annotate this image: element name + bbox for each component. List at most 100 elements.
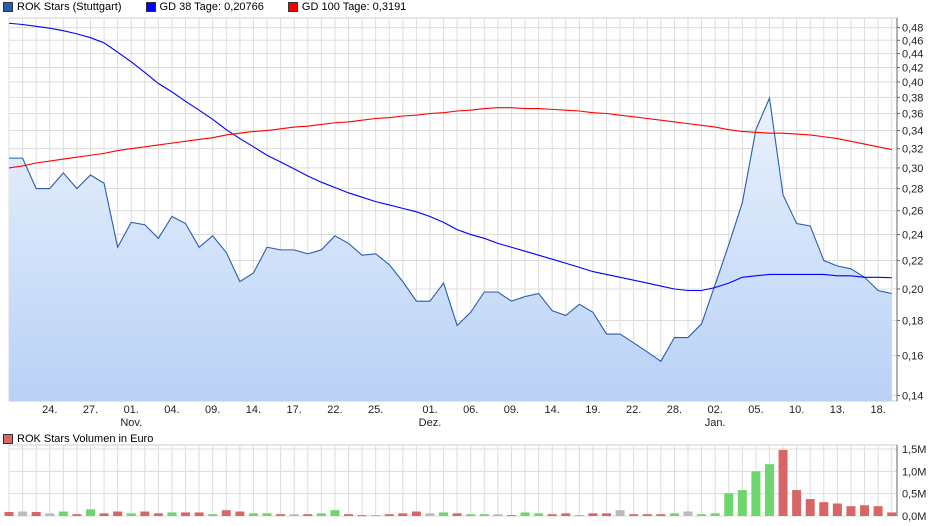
volume-bar — [58, 511, 68, 516]
volume-bar — [832, 503, 842, 516]
x-tick-label: 09. — [504, 404, 519, 416]
y-tick-label: 0,38 — [902, 92, 923, 104]
volume-bar — [221, 510, 231, 516]
volume-bar — [181, 512, 191, 516]
y-tick-label: 0,26 — [902, 206, 923, 218]
volume-bar — [642, 514, 652, 516]
y-tick-label: 0,16 — [902, 351, 923, 363]
x-tick-label: 27. — [83, 404, 98, 416]
volume-bar — [303, 514, 313, 516]
y-tick-label: 0,32 — [902, 144, 923, 156]
volume-bar — [72, 514, 82, 516]
volume-bar — [629, 514, 639, 516]
volume-bar — [792, 490, 802, 516]
x-tick-label: 06. — [463, 404, 478, 416]
y-tick-label: 0,28 — [902, 184, 923, 196]
volume-bar — [534, 513, 544, 516]
price-line — [9, 96, 892, 363]
y-tick-label: 0,14 — [902, 391, 923, 403]
legend-label-volume: ROK Stars Volumen in Euro — [17, 433, 154, 445]
volume-bar — [724, 493, 734, 516]
y-tick-label: 0,24 — [902, 230, 923, 242]
x-month-label: Jan. — [705, 417, 726, 429]
volume-bar — [85, 509, 95, 516]
volume-bar — [860, 505, 870, 516]
volume-bar — [710, 513, 720, 516]
x-tick-label: 04. — [164, 404, 179, 416]
volume-bar — [697, 514, 707, 516]
volume-bar — [574, 515, 584, 517]
volume-bar — [547, 514, 557, 516]
volume-bar — [99, 513, 109, 516]
volume-bar — [31, 511, 41, 516]
x-tick-label: 10. — [789, 404, 804, 416]
volume-bar — [45, 513, 55, 516]
gd38-line — [8, 22, 892, 292]
volume-bar — [411, 511, 421, 516]
volume-bar — [819, 502, 829, 516]
legend-swatch-price — [3, 2, 13, 12]
volume-y-tick-label: 1,5M — [902, 444, 926, 456]
volume-bar — [289, 514, 299, 516]
volume-bar — [235, 511, 245, 516]
volume-bar — [683, 511, 693, 516]
y-tick-label: 0,18 — [902, 315, 923, 327]
x-tick-label: 18. — [870, 404, 885, 416]
y-tick-label: 0,20 — [902, 284, 923, 296]
legend-item-gd38: GD 38 Tage: 0,20766 — [145, 1, 264, 13]
x-tick-label: 09. — [205, 404, 220, 416]
volume-bar — [615, 510, 625, 516]
y-tick-label: 0,36 — [902, 108, 923, 120]
y-tick-label: 0,42 — [902, 62, 923, 74]
volume-y-tick-label: 0,5M — [902, 489, 926, 501]
x-month-label: Dez. — [419, 417, 442, 429]
legend-label-gd38: GD 38 Tage: 0,20766 — [159, 1, 264, 13]
x-tick-label: 22. — [626, 404, 641, 416]
legend-swatch-gd100 — [287, 2, 298, 12]
legend-swatch-gd38 — [145, 2, 156, 12]
volume-bar — [466, 514, 476, 516]
volume-bar — [846, 506, 856, 516]
volume-bar — [276, 514, 286, 516]
x-tick-label: 22. — [327, 404, 342, 416]
x-month-label: Nov. — [120, 417, 142, 429]
x-tick-label: 19. — [585, 404, 600, 416]
volume-bar — [208, 514, 218, 516]
volume-bar — [262, 513, 272, 516]
volume-bar — [357, 515, 367, 517]
legend-label-gd100: GD 100 Tage: 0,3191 — [301, 1, 407, 13]
x-tick-label: 14. — [246, 404, 261, 416]
volume-bar — [588, 513, 598, 516]
volume-bar — [316, 513, 326, 516]
x-tick-label: 14. — [545, 404, 560, 416]
x-tick-label: 01. — [124, 404, 139, 416]
volume-bar — [194, 512, 204, 516]
volume-bar — [126, 513, 136, 516]
y-tick-label: 0,34 — [902, 126, 923, 138]
volume-bar — [384, 514, 394, 516]
volume-bar — [140, 511, 150, 516]
volume-bar — [4, 511, 14, 516]
x-tick-label: 25. — [368, 404, 383, 416]
volume-bar — [425, 513, 435, 516]
volume-bar — [602, 513, 612, 516]
y-tick-label: 0,48 — [902, 23, 923, 35]
volume-bar — [669, 513, 679, 516]
y-tick-label: 0,30 — [902, 163, 923, 175]
price-area-fill — [9, 98, 892, 401]
x-tick-label: 05. — [748, 404, 763, 416]
volume-y-tick-label: 0,0M — [902, 511, 926, 523]
legend-item-gd100: GD 100 Tage: 0,3191 — [287, 1, 407, 13]
volume-bar — [113, 511, 123, 516]
volume-legend: ROK Stars Volumen in Euro — [3, 433, 153, 445]
volume-bar — [506, 515, 516, 517]
volume-bar — [561, 513, 571, 516]
volume-bar — [805, 499, 815, 516]
volume-bar — [520, 512, 530, 516]
x-tick-label: 13. — [830, 404, 845, 416]
volume-bar — [439, 512, 449, 516]
volume-bar — [167, 512, 177, 516]
legend-swatch-volume — [3, 434, 13, 444]
